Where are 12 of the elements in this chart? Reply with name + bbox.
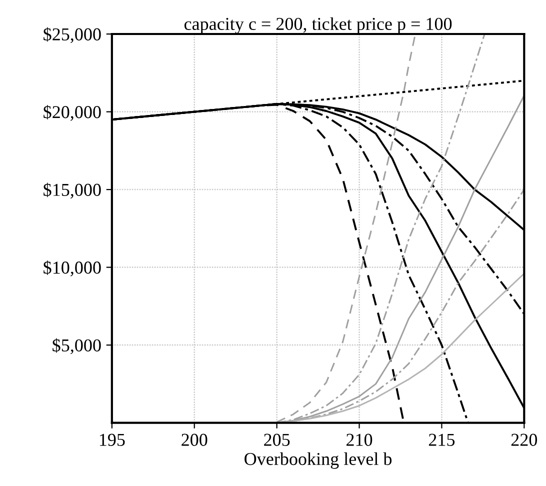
y-tick-label: $5,000 <box>52 338 101 354</box>
x-tick-label: 215 <box>428 434 455 446</box>
x-axis-title: Overbooking level b <box>244 452 392 469</box>
y-tick-label: $20,000 <box>44 104 101 121</box>
y-tick-label: $15,000 <box>44 182 101 199</box>
y-tick-label: $10,000 <box>44 260 101 276</box>
x-tick-label: 220 <box>511 434 538 446</box>
x-tick-label: 210 <box>346 434 372 446</box>
x-tick-label: 195 <box>100 434 125 446</box>
y-tick-label: $25,000 <box>44 27 101 44</box>
x-tick-label: 200 <box>182 434 208 446</box>
x-tick-label: 205 <box>264 434 290 446</box>
